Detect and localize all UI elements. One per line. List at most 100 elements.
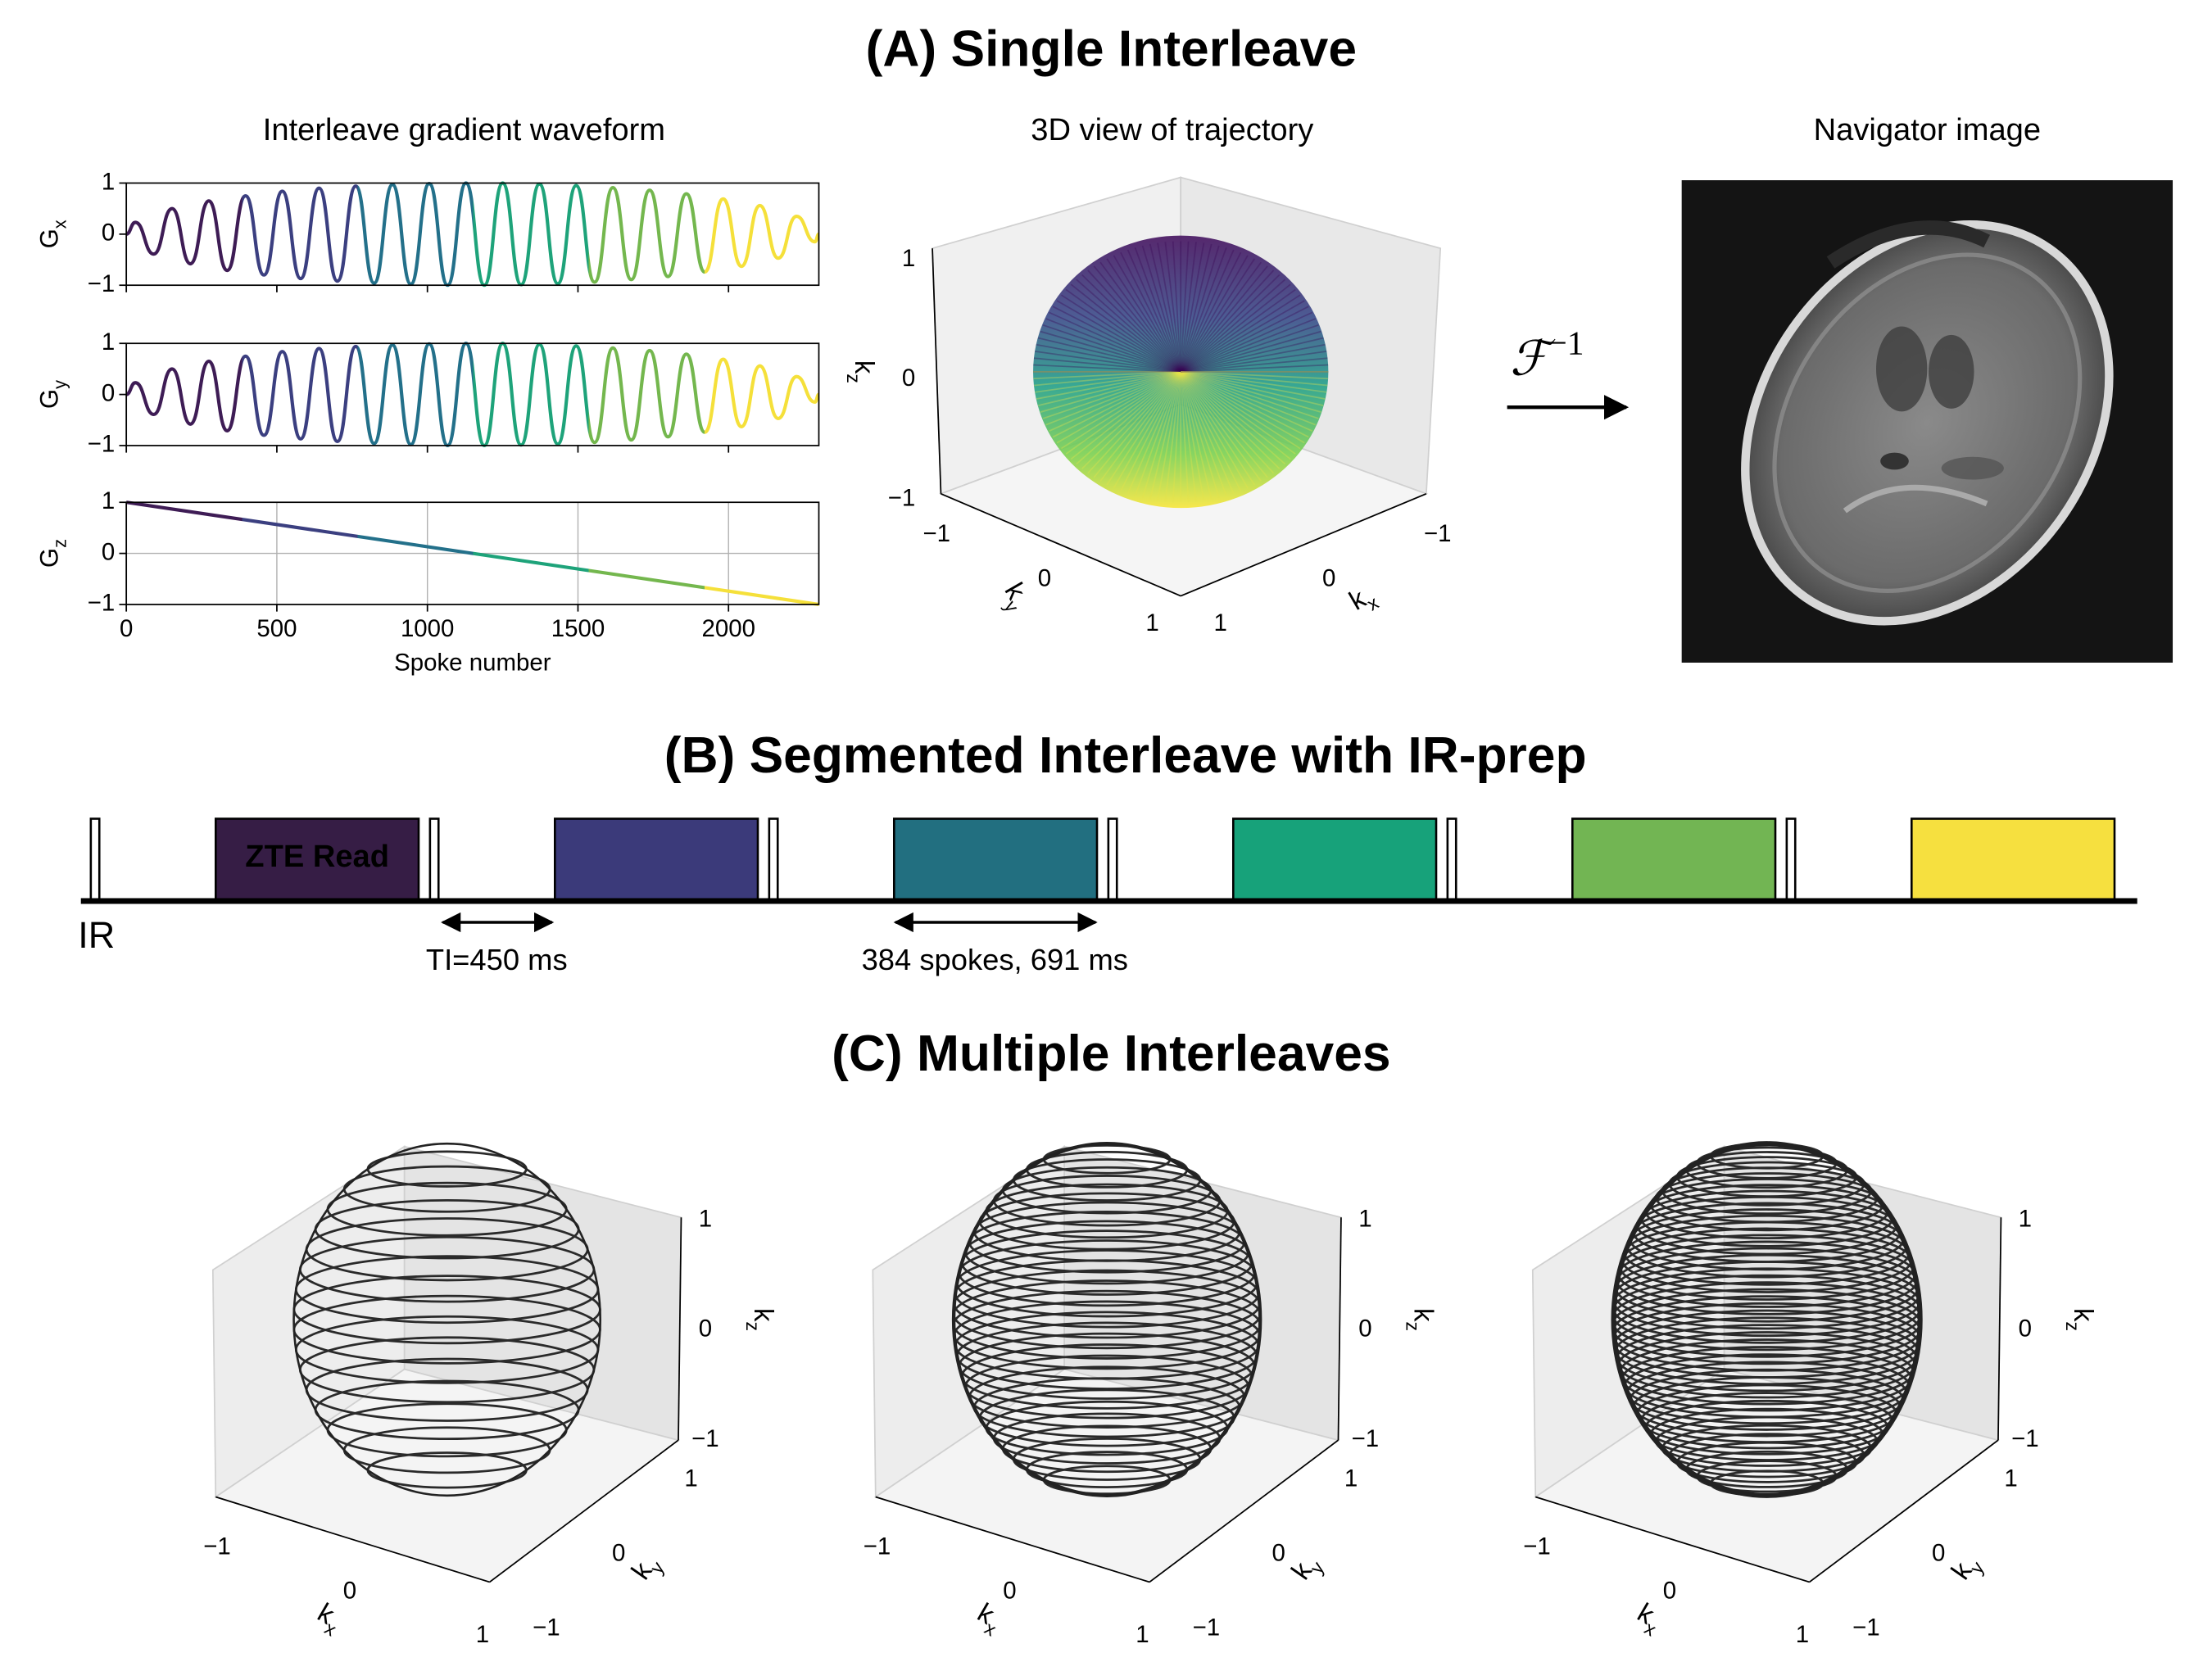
spoke xyxy=(1180,269,1275,373)
spoke xyxy=(1180,243,1213,373)
spoke xyxy=(1149,371,1182,500)
spoke xyxy=(1181,371,1329,380)
axis-label: kz xyxy=(2062,1308,2099,1331)
spoke xyxy=(1093,371,1181,478)
tick-label: 0 xyxy=(699,1315,712,1343)
spoke xyxy=(1180,318,1317,373)
spoke xyxy=(1172,371,1182,503)
readout-block xyxy=(1571,817,1777,901)
spoke xyxy=(1180,371,1205,501)
spoke xyxy=(1180,245,1220,373)
spoke xyxy=(1180,241,1190,372)
tick-label: 1 xyxy=(1358,1206,1371,1233)
spoke xyxy=(1126,249,1181,373)
symbol: k xyxy=(1409,1308,1439,1322)
tick-label: 0 xyxy=(1003,1577,1016,1604)
axis-line xyxy=(1997,1217,2002,1441)
spoke xyxy=(1033,357,1181,373)
spoke xyxy=(1126,371,1181,494)
spoke xyxy=(1099,261,1181,373)
spoke xyxy=(1070,283,1181,373)
y-tick-label: −1 xyxy=(88,431,116,458)
spoke xyxy=(1060,371,1181,450)
subscript: z xyxy=(1403,1321,1424,1331)
tick-label: −1 xyxy=(1852,1614,1880,1641)
waveform-line xyxy=(125,500,819,607)
spoke xyxy=(1036,371,1181,400)
spoke xyxy=(1180,371,1197,502)
spoke xyxy=(1157,371,1182,501)
tick-label: 0 xyxy=(612,1539,625,1566)
spoke xyxy=(1120,251,1181,373)
readout-block xyxy=(892,817,1099,901)
spoke xyxy=(1180,371,1291,460)
panel-c-title: (C) Multiple Interleaves xyxy=(832,1026,1390,1082)
spoke xyxy=(1180,330,1321,373)
spoke xyxy=(1040,330,1181,373)
tick-label: 1 xyxy=(1145,609,1158,636)
ir-pulse xyxy=(1107,817,1118,901)
axis-line xyxy=(932,248,942,494)
x-tick-label: 2000 xyxy=(701,615,755,642)
spoke xyxy=(1180,371,1319,419)
spoke xyxy=(1180,371,1301,450)
y-tick-label: −1 xyxy=(88,270,116,297)
y-tick-label: 0 xyxy=(102,538,115,565)
spoke xyxy=(1180,274,1281,373)
ir-pulse xyxy=(428,817,440,901)
tick-label: 0 xyxy=(343,1577,356,1604)
symbol: G xyxy=(35,548,64,568)
tick-label: −1 xyxy=(533,1614,560,1641)
axis-line xyxy=(1809,1439,1999,1583)
tick-label: −1 xyxy=(2011,1425,2039,1452)
waveform-line xyxy=(125,342,820,448)
axis-line xyxy=(678,1217,682,1441)
axis-line xyxy=(941,493,1181,597)
subscript: z xyxy=(50,539,70,548)
spoke xyxy=(1164,371,1182,502)
readout-block xyxy=(553,817,759,901)
spoke xyxy=(1180,249,1235,373)
tick-label: 1 xyxy=(699,1206,712,1233)
spoke xyxy=(1056,371,1181,444)
spoke xyxy=(1049,311,1181,373)
spoke xyxy=(1180,278,1286,373)
axis-line xyxy=(1149,1439,1339,1583)
spoke xyxy=(1141,371,1182,499)
spoke xyxy=(1049,371,1181,432)
spoke xyxy=(1081,274,1181,373)
spoke xyxy=(1060,294,1181,373)
y-tick-label: 0 xyxy=(102,220,115,247)
ir-label: IR xyxy=(78,914,115,956)
axis-label: kx xyxy=(1344,577,1382,622)
ir-pulse xyxy=(1785,817,1797,901)
y-tick-label: 1 xyxy=(102,328,115,355)
tick-label: −1 xyxy=(691,1425,719,1452)
spoke xyxy=(1099,371,1181,482)
symbol: k xyxy=(2069,1308,2099,1322)
y-axis-label: Gz xyxy=(35,539,70,568)
spoke xyxy=(1045,371,1181,426)
spoke xyxy=(1181,351,1327,373)
trajectory-title: 3D view of trajectory xyxy=(1031,113,1313,147)
ir-pulse xyxy=(768,817,779,901)
spoke xyxy=(1087,269,1181,373)
spoke xyxy=(1037,337,1181,373)
spoke xyxy=(1180,371,1309,438)
spoke xyxy=(1180,371,1249,489)
ti-label: TI=450 ms xyxy=(426,943,568,976)
spoke xyxy=(1181,371,1326,400)
spoke xyxy=(1180,371,1268,478)
spoke xyxy=(1180,311,1313,373)
tick-label: −1 xyxy=(203,1533,231,1560)
axis-line xyxy=(1534,1496,1810,1583)
spoke xyxy=(1180,371,1296,455)
sphere xyxy=(1033,235,1329,509)
spoke xyxy=(1033,371,1181,380)
spoke xyxy=(1093,265,1181,373)
tick-label: 0 xyxy=(1272,1539,1285,1566)
y-tick-label: −1 xyxy=(88,590,116,617)
spoke xyxy=(1180,371,1275,474)
tick-label: 1 xyxy=(1796,1621,1809,1648)
tick-label: 1 xyxy=(1136,1621,1149,1648)
